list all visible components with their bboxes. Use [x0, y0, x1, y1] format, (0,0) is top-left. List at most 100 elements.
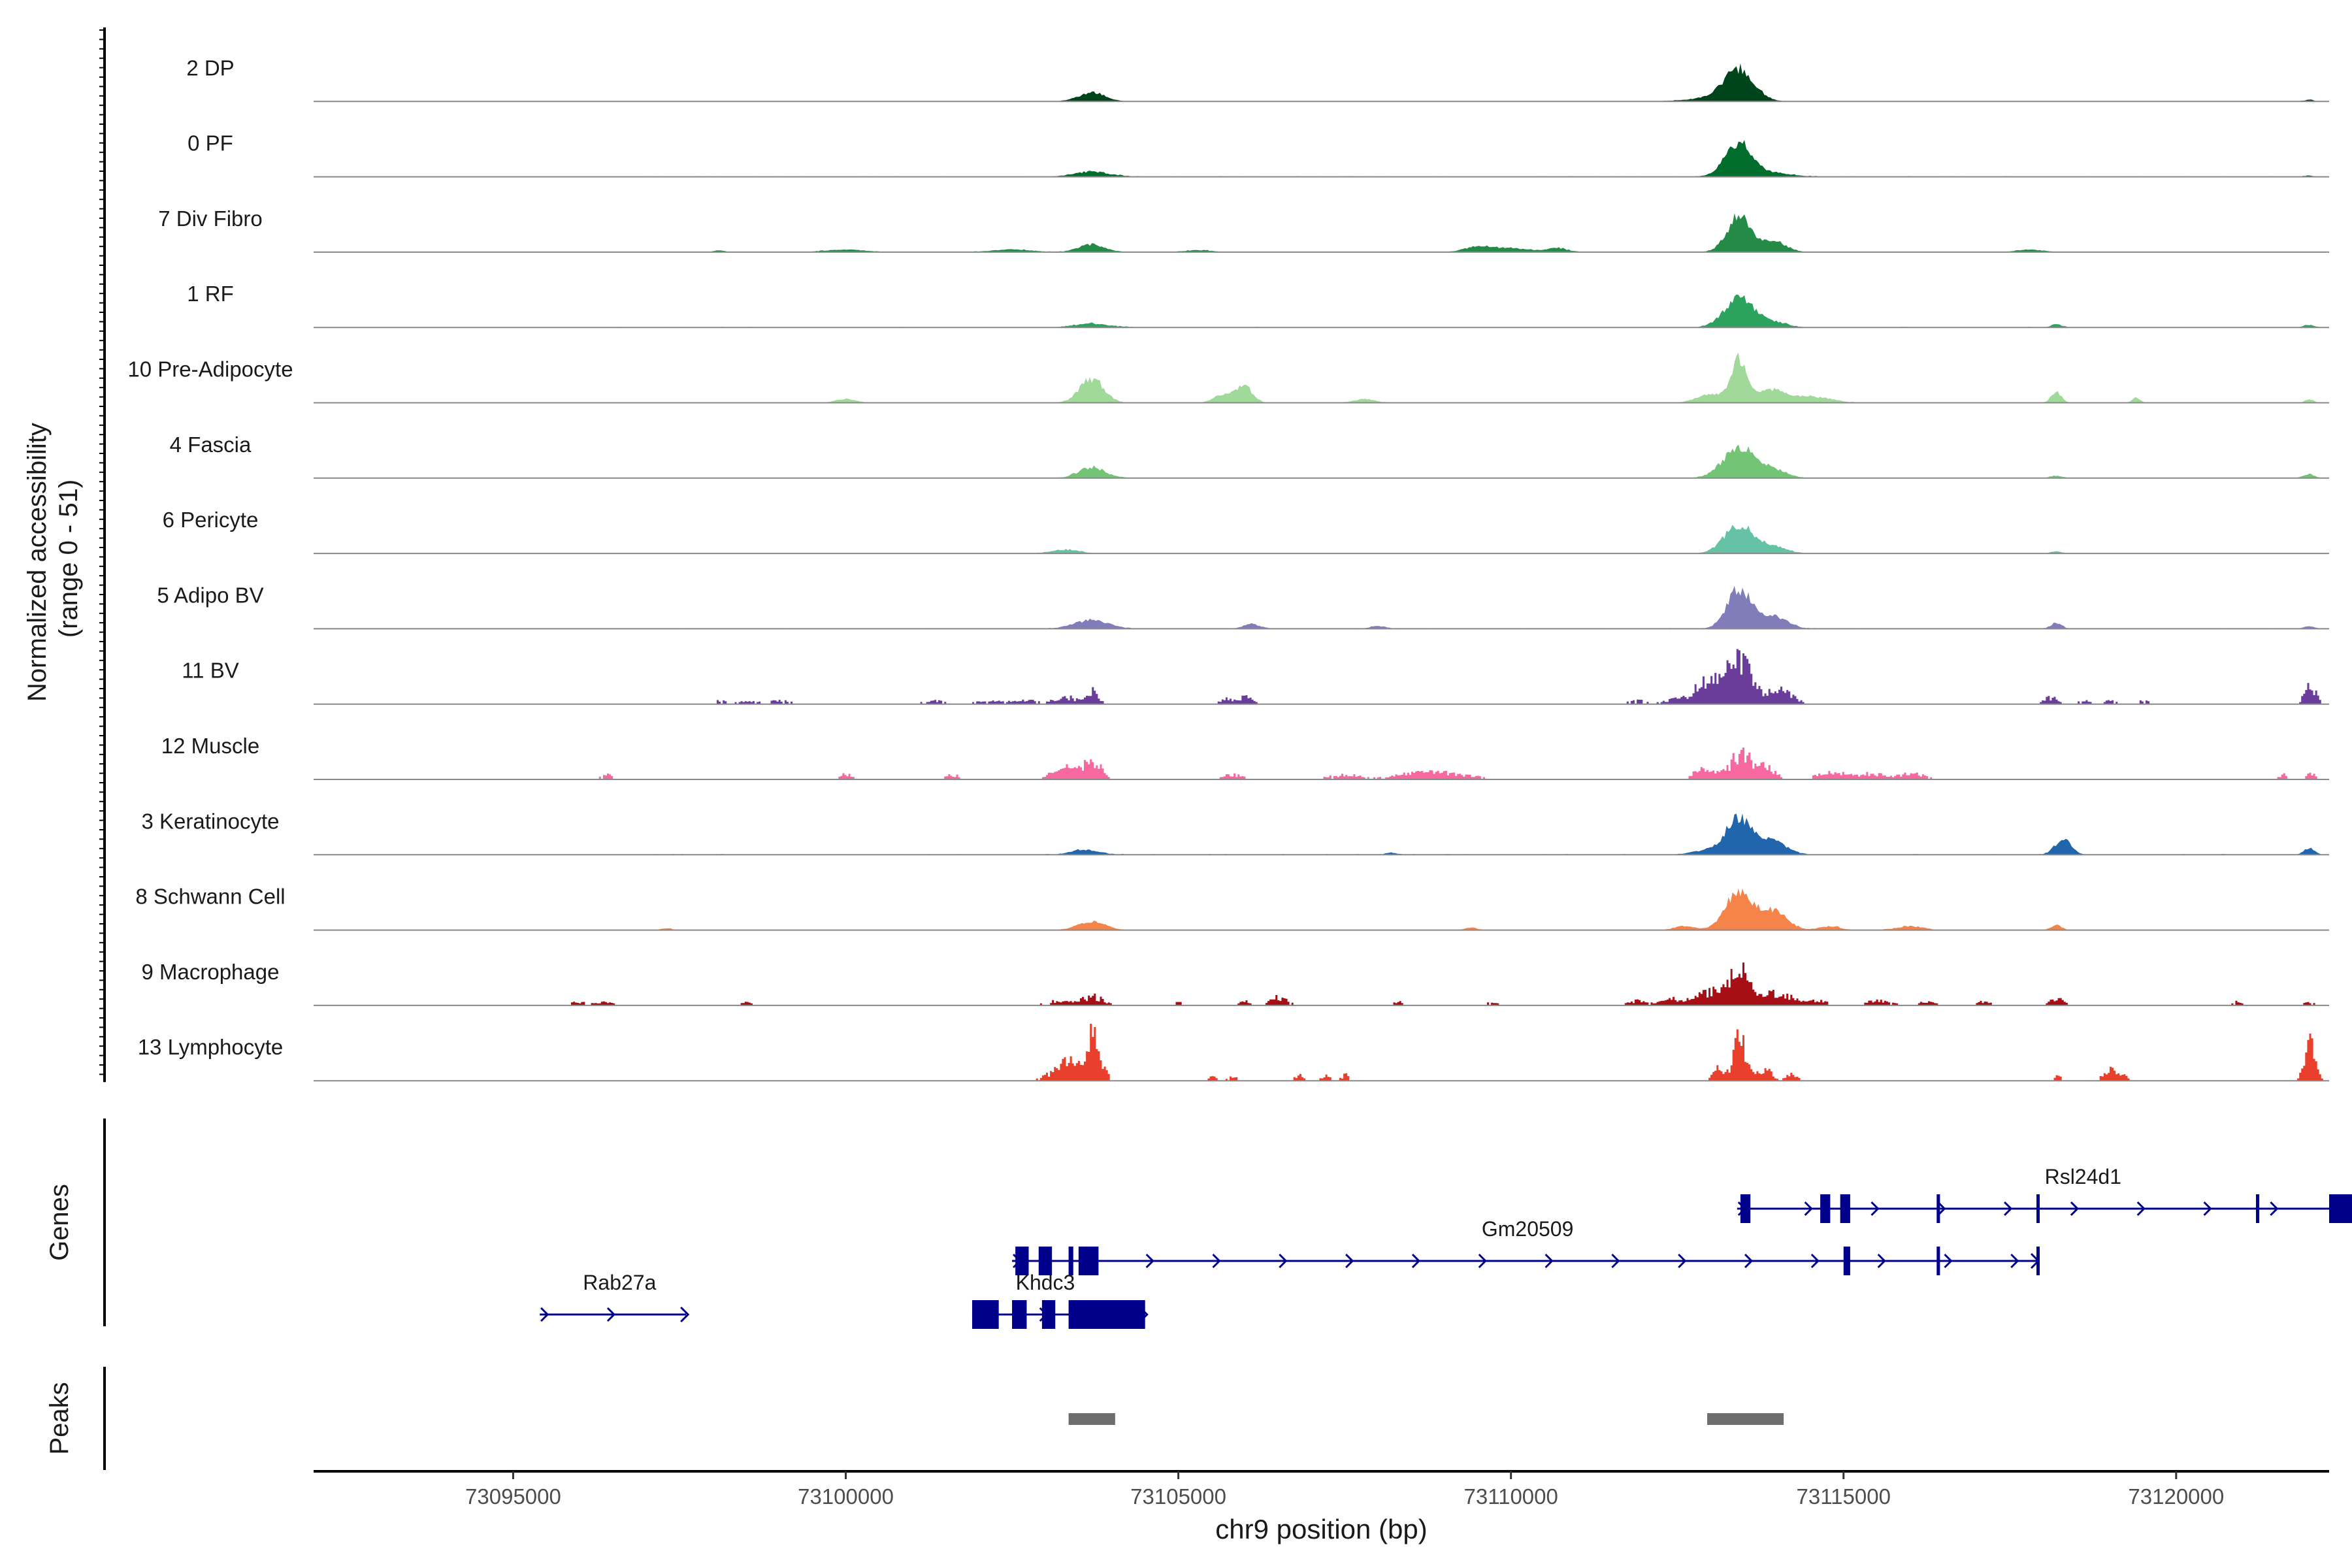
strand-arrow-icon	[1345, 1253, 1354, 1269]
coverage-area	[314, 813, 2329, 855]
coverage-area	[314, 140, 2329, 177]
coverage-y-axis	[99, 27, 106, 1083]
gene-exon	[2256, 1194, 2260, 1223]
coverage-track: 6 Pericyte	[163, 508, 2329, 555]
x-tick-label: 73115000	[1797, 1484, 1891, 1509]
x-tick-label: 73095000	[465, 1484, 561, 1509]
gene-exon	[1068, 1247, 1073, 1275]
coverage-track: 7 Div Fibro	[158, 206, 2329, 253]
gene-label: Rsl24d1	[2045, 1165, 2121, 1188]
track-label: 0 PF	[188, 131, 233, 155]
strand-arrow-icon	[1411, 1253, 1421, 1269]
strand-arrow-icon	[606, 1307, 616, 1322]
gene-exon	[2036, 1247, 2040, 1275]
strand-arrow-icon	[2070, 1201, 2080, 1217]
strand-arrow-icon	[1870, 1201, 1880, 1217]
x-axis: 73095000 73100000 73105000 73110000 73115000…	[314, 1470, 2329, 1544]
strand-arrow-icon	[2010, 1253, 2019, 1269]
coverage-track: 5 Adipo BV	[157, 583, 2329, 630]
gene-exon	[1041, 1300, 1056, 1329]
peak-bar	[1707, 1413, 1784, 1425]
coverage-track: 8 Schwann Cell	[135, 885, 2329, 931]
gene-exon	[1038, 1247, 1053, 1275]
strand-arrow-icon	[1544, 1253, 1554, 1269]
coverage-track: 3 Keratinocyte	[142, 809, 2329, 856]
coverage-area	[314, 294, 2329, 328]
track-label: 2 DP	[186, 56, 234, 80]
coverage-track: 11 BV	[182, 649, 2332, 705]
coverage-area	[314, 747, 2332, 779]
strand-arrow-icon	[1279, 1253, 1288, 1269]
strand-arrow-icon	[1145, 1253, 1154, 1269]
coverage-area	[314, 962, 2332, 1005]
coverage-area	[314, 585, 2329, 629]
coverage-area	[314, 649, 2332, 704]
track-label: 13 Lymphocyte	[138, 1035, 284, 1059]
gene-label: Rab27a	[583, 1271, 656, 1294]
coverage-track: 2 DP	[186, 56, 2329, 103]
strand-arrow-icon	[1877, 1253, 1886, 1269]
track-label: 6 Pericyte	[163, 508, 259, 532]
gene-exon	[1936, 1194, 1940, 1223]
gene-exon	[1078, 1247, 1099, 1275]
gene-model: Gm20509	[1012, 1217, 2040, 1275]
coverage-tracks: 2 DP 0 PF 7 Div Fibro 1 RF 10 Pre-Adipocyte 4…	[127, 56, 2332, 1082]
peaks-panel: Peaks	[45, 1367, 1784, 1470]
coverage-track: 4 Fascia	[170, 433, 2329, 479]
track-label: 7 Div Fibro	[158, 206, 263, 231]
track-label: 1 RF	[187, 282, 234, 306]
strand-arrow-icon	[1212, 1253, 1221, 1269]
strand-arrow-icon	[1478, 1253, 1487, 1269]
strand-arrow-icon	[1804, 1201, 1813, 1217]
track-label: 4 Fascia	[170, 433, 252, 457]
track-label: 8 Schwann Cell	[135, 885, 285, 909]
track-label: 12 Muscle	[161, 734, 259, 758]
gene-exon	[1068, 1300, 1145, 1329]
strand-arrow-icon	[2270, 1201, 2279, 1217]
y-axis-label: Normalized accessibility (range 0 - 51)	[23, 416, 83, 702]
track-label: 11 BV	[182, 659, 238, 683]
peak-bar	[1068, 1413, 1115, 1425]
coverage-area	[314, 1024, 2332, 1081]
strand-arrow-icon	[540, 1307, 549, 1322]
coverage-area	[314, 525, 2329, 554]
strand-arrow-icon	[1944, 1253, 1953, 1269]
gene-model: Khdc3	[972, 1271, 1149, 1329]
strand-arrow-icon	[1937, 1201, 1946, 1217]
coverage-track: 1 RF	[187, 282, 2329, 329]
strand-arrow-icon	[1744, 1253, 1754, 1269]
coverage-track: 9 Macrophage	[142, 960, 2332, 1006]
track-label: 9 Macrophage	[142, 960, 280, 984]
coverage-area	[314, 63, 2329, 102]
x-tick-label: 73110000	[1463, 1484, 1558, 1509]
coverage-track: 12 Muscle	[161, 734, 2332, 780]
strand-arrow-icon	[680, 1306, 690, 1323]
gene-exon	[1015, 1247, 1029, 1275]
gene-exon	[972, 1300, 999, 1329]
strand-arrow-icon	[2136, 1201, 2146, 1217]
gene-exon	[1740, 1194, 1751, 1223]
x-tick-label: 73120000	[2128, 1484, 2224, 1509]
gene-exon	[1843, 1247, 1850, 1275]
gene-exon	[1012, 1300, 1027, 1329]
coverage-track: 10 Pre-Adipocyte	[127, 352, 2329, 404]
track-label: 10 Pre-Adipocyte	[127, 357, 293, 382]
coverage-track: 0 PF	[188, 131, 2329, 178]
gene-exon	[1936, 1247, 1940, 1275]
gene-exon	[1820, 1194, 1831, 1223]
gene-model: Rsl24d1	[1737, 1165, 2352, 1223]
gene-exon	[2329, 1194, 2352, 1223]
strand-arrow-icon	[1611, 1253, 1620, 1269]
strand-arrow-icon	[1810, 1253, 1820, 1269]
track-label: 3 Keratinocyte	[142, 809, 280, 833]
x-tick-label: 73100000	[798, 1484, 894, 1509]
coverage-track: 13 Lymphocyte	[138, 1024, 2332, 1082]
gene-exon	[1840, 1194, 1850, 1223]
genes-panel-label: Genes	[45, 1184, 74, 1261]
coverage-area	[314, 888, 2329, 930]
peaks-panel-label: Peaks	[45, 1382, 74, 1454]
gene-label: Gm20509	[1482, 1217, 1574, 1241]
strand-arrow-icon	[1678, 1253, 1687, 1269]
coverage-area	[314, 213, 2329, 252]
